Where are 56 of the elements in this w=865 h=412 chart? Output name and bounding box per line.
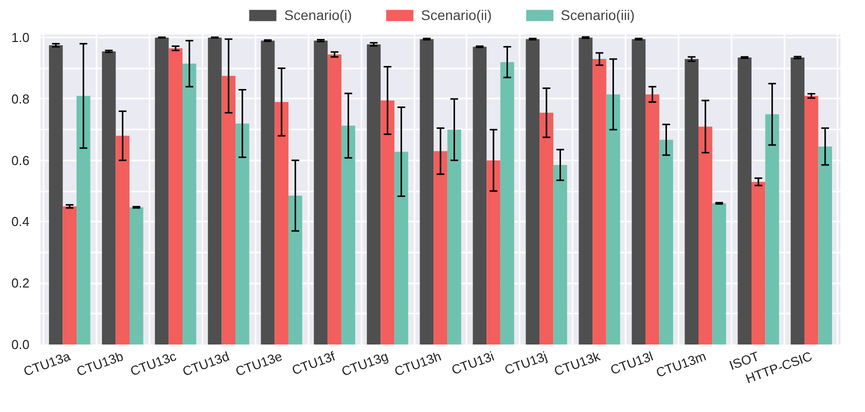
bar: [116, 136, 130, 344]
bar: [62, 206, 77, 344]
bar: [288, 196, 302, 344]
bar: [738, 58, 752, 344]
bar: [76, 96, 90, 344]
y-tick-label: 0.8: [11, 91, 30, 106]
bar: [606, 94, 620, 344]
bar: [751, 182, 766, 344]
bar: [182, 64, 196, 344]
bar: [447, 130, 462, 344]
bar: [698, 126, 712, 344]
bar: [434, 151, 448, 344]
bar: [366, 44, 381, 344]
bar: [592, 59, 606, 344]
y-tick-label: 0.4: [11, 214, 30, 230]
bar: [208, 38, 222, 344]
bar: [260, 40, 275, 344]
x-tick-label: CTU13e: [234, 348, 284, 380]
bar: [314, 40, 328, 344]
bar: [380, 100, 394, 344]
bar: [274, 102, 288, 344]
bar: [154, 38, 169, 344]
bar: [341, 126, 356, 344]
bar: [659, 140, 674, 344]
legend-label: Scenario(ii): [420, 7, 492, 23]
y-tick-label: 1.0: [11, 30, 30, 46]
x-tick-label: CTU13c: [128, 348, 179, 379]
bar: [553, 164, 568, 344]
legend-label: Scenario(iii): [560, 7, 635, 23]
bar: [540, 112, 554, 344]
bar: [684, 59, 699, 344]
bar: [578, 38, 593, 344]
bar: [168, 48, 182, 344]
x-tick-label: CTU13g: [339, 348, 390, 380]
bar: [394, 152, 408, 344]
bar: [130, 207, 144, 344]
bar: [526, 39, 540, 344]
y-tick-label: 0.2: [11, 276, 30, 291]
bar: [818, 146, 832, 344]
bar: [500, 62, 514, 344]
bar: [328, 54, 342, 344]
bar: [804, 96, 818, 344]
bar: [765, 114, 780, 344]
bar: [646, 94, 660, 344]
y-tick-label: 0.6: [11, 152, 30, 168]
bar: [222, 76, 236, 344]
bar: [420, 39, 434, 344]
bar: [790, 58, 804, 344]
bar: [102, 51, 116, 344]
bar: [632, 39, 646, 344]
bar: [712, 203, 726, 344]
bar: [486, 160, 500, 344]
bar: [235, 124, 250, 344]
legend-label: Scenario(i): [284, 7, 352, 23]
bar: [48, 45, 63, 344]
bar: [472, 46, 487, 344]
